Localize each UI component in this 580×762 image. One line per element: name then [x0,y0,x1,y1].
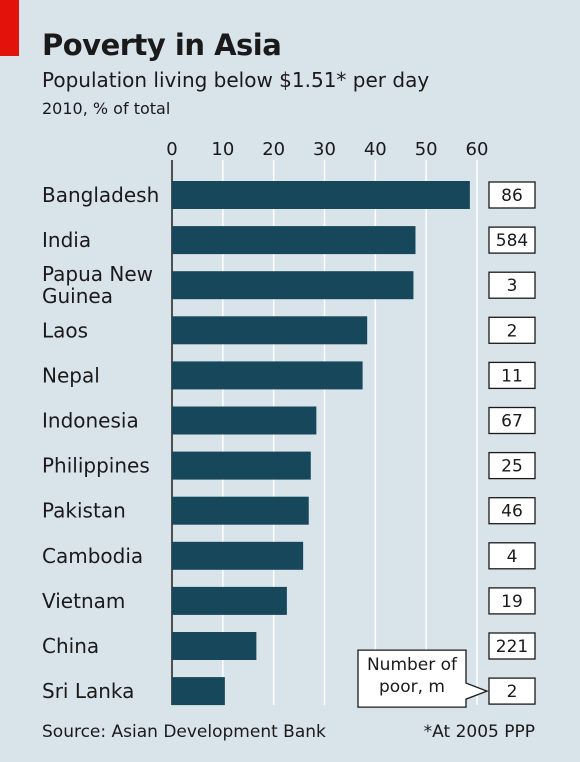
category-label: Nepal [42,363,100,387]
chart-subtitle: Population living below $1.51* per day [42,68,430,92]
category-label: India [42,228,91,252]
category-label: Pakistan [42,499,126,523]
category-label: China [42,634,99,658]
poor-count-box [488,677,536,705]
x-tick-label: 40 [364,139,387,160]
category-label: Sri Lanka [42,679,134,703]
bar [172,361,363,390]
bar [172,677,225,706]
poor-count-box [488,632,536,660]
bar [172,406,317,435]
bar [172,271,414,300]
poor-count-value: 11 [501,366,523,386]
x-tick-label: 0 [166,139,177,160]
poor-count-value: 2 [507,682,518,702]
category-label: Indonesia [42,409,139,433]
callout-label: Number of [367,655,458,675]
bar [172,181,470,209]
bar [172,586,287,615]
callout-label: poor, m [379,677,445,697]
category-label: Vietnam [42,589,125,613]
x-tick-label: 60 [466,139,489,160]
category-label: Bangladesh [42,183,159,207]
poor-count-value: 584 [496,231,528,251]
poor-count-box [488,226,536,254]
poor-count-box [488,451,536,480]
poor-count-value: 4 [507,547,518,567]
poor-count-value: 67 [501,412,523,432]
source-note: Source: Asian Development Bank [42,722,326,742]
category-label: Laos [42,318,88,342]
poor-count-box [488,497,536,525]
footnote: *At 2005 PPP [423,722,535,742]
category-label: Philippines [42,454,150,478]
bar [172,451,311,480]
bar [172,496,309,525]
brand-tag [0,0,19,56]
poor-count-box [488,316,536,344]
poor-count-value: 19 [501,592,523,612]
bar [172,632,257,660]
poor-count-box [488,181,536,209]
x-tick-label: 10 [211,139,234,160]
x-tick-label: 20 [262,139,285,160]
poor-count-box [488,406,536,435]
poor-count-value: 25 [501,457,523,477]
poor-count-value: 46 [501,502,523,522]
poor-count-box [488,587,536,615]
poor-count-value: 2 [507,321,518,341]
chart-title: Poverty in Asia [42,28,282,62]
category-label: Guinea [42,284,113,308]
callout-box [357,649,489,708]
bar [172,226,416,255]
chart-unit-note: 2010, % of total [42,99,171,118]
poor-count-value: 3 [507,276,518,296]
poor-count-box [488,361,536,390]
poor-count-value: 221 [496,637,528,657]
poor-count-box [488,271,536,299]
bar [172,541,304,570]
category-label: Papua New [42,262,153,286]
poor-count-box [488,542,536,570]
category-label: Cambodia [42,544,143,568]
x-tick-label: 50 [415,139,438,160]
bar [172,316,368,345]
x-tick-label: 30 [313,139,336,160]
poor-count-value: 86 [501,186,523,206]
